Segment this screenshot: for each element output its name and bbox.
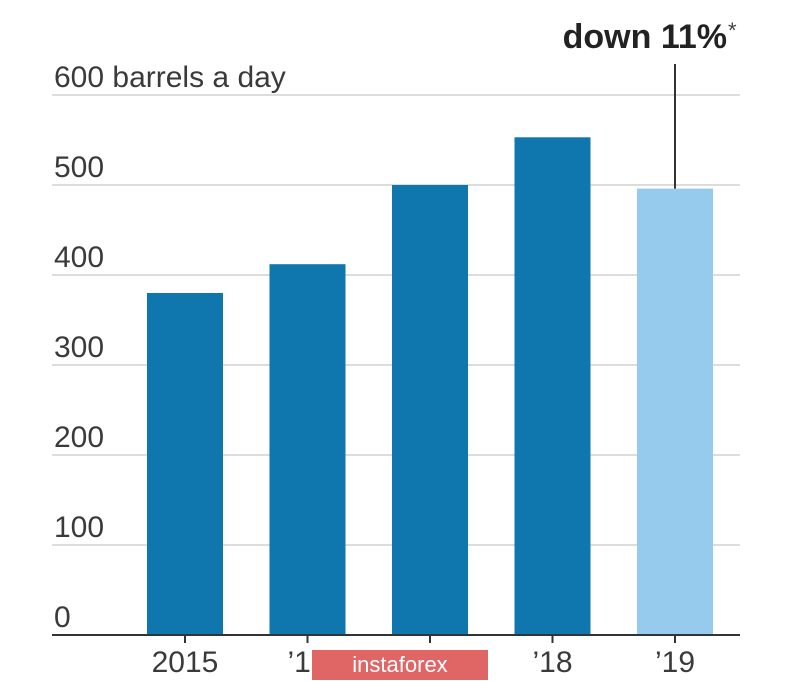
y-tick-label: 200 (54, 421, 104, 454)
x-axis (52, 634, 740, 643)
annotation: down 11% * (563, 18, 737, 189)
bar-16 (269, 264, 346, 635)
watermark-text: instaforex (352, 652, 448, 677)
y-axis-ticks: 0 100 200 300 400 500 600 barrels a day (54, 61, 286, 634)
annotation-text: down 11% (563, 18, 727, 56)
x-tick-label: ’18 (532, 646, 572, 679)
bars (147, 137, 713, 636)
bar-19 (637, 188, 713, 635)
watermark: instaforex (312, 650, 488, 680)
y-tick-label: 400 (54, 241, 104, 274)
y-tick-label: 500 (54, 151, 104, 184)
x-tick-label: 2015 (152, 646, 219, 679)
y-tick-label: 600 barrels a day (54, 61, 286, 94)
annotation-asterisk: * (728, 18, 737, 43)
bar-17 (392, 185, 468, 635)
bar-2015 (147, 293, 223, 635)
bar-18 (514, 137, 591, 636)
y-tick-label: 100 (54, 511, 104, 544)
x-tick-label: ’19 (655, 646, 695, 679)
y-tick-label: 300 (54, 331, 104, 364)
y-tick-label: 0 (54, 601, 71, 634)
